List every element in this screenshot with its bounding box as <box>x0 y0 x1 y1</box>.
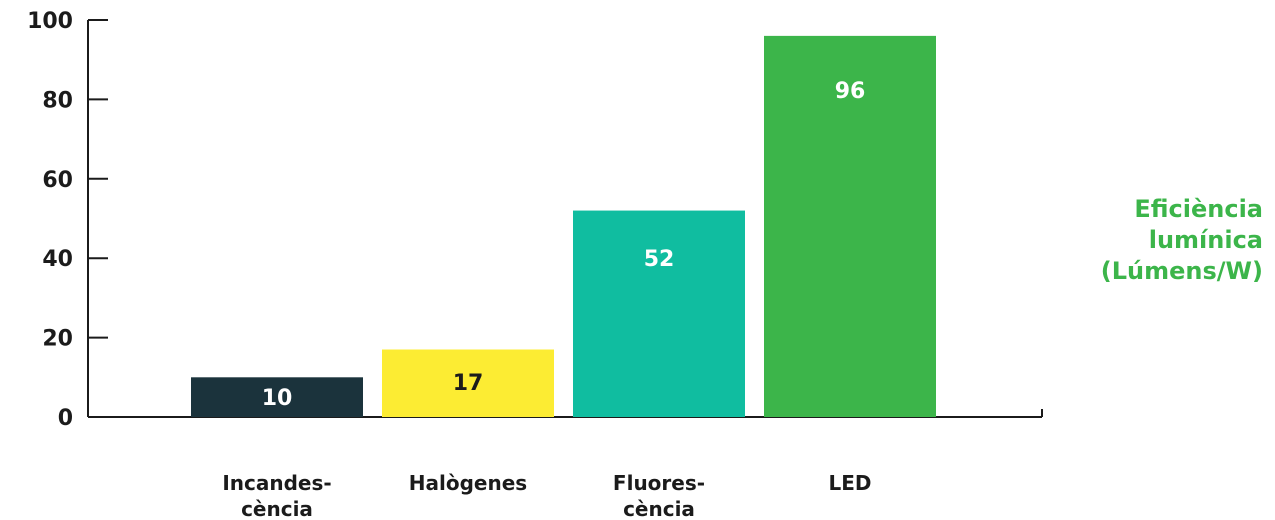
x-tick-label: Halògenes <box>409 471 527 495</box>
y-tick-label: 80 <box>42 88 73 113</box>
y-tick: 60 <box>42 168 108 193</box>
x-tick-label-line: Fluores- <box>613 471 705 495</box>
x-tick: Incandes-cència <box>222 471 331 520</box>
y-tick: 80 <box>42 88 108 113</box>
y-tick-label: 0 <box>58 406 73 431</box>
data-label: 17 <box>453 371 484 396</box>
data-label: 52 <box>644 247 675 272</box>
y-axis-label: Eficiència lumínica (Lúmens/W) <box>1100 195 1263 285</box>
x-tick: Halògenes <box>409 471 527 495</box>
x-tick: LED <box>828 471 871 495</box>
x-tick-label-line: Halògenes <box>409 471 527 495</box>
y-tick-label: 40 <box>42 247 73 272</box>
y-tick: 0 <box>58 406 108 431</box>
y-tick: 20 <box>42 327 108 352</box>
x-ticks: Incandes-cència Halògenes Fluores-cència LE… <box>222 471 871 520</box>
x-tick: Fluores-cència <box>613 471 705 520</box>
data-label: 96 <box>835 79 866 104</box>
x-tick-label-line: Incandes- <box>222 471 331 495</box>
y-ticks: 0 20 40 60 80 100 <box>27 9 108 431</box>
x-tick-label: Fluores-cència <box>613 471 705 520</box>
y-tick: 40 <box>42 247 108 272</box>
x-tick-label-line: LED <box>828 471 871 495</box>
bar <box>191 377 363 417</box>
value-labels: 10 17 52 96 <box>262 79 866 411</box>
y-tick-label: 20 <box>42 327 73 352</box>
y-tick: 100 <box>27 9 108 34</box>
x-tick-label-line: cència <box>241 497 313 520</box>
bar <box>382 349 554 417</box>
data-label: 10 <box>262 386 293 411</box>
bar <box>764 35 936 417</box>
bar <box>573 210 745 417</box>
x-tick-label: Incandes-cència <box>222 471 331 520</box>
bars <box>191 35 936 417</box>
y-tick-label: 100 <box>27 9 73 34</box>
x-tick-label: LED <box>828 471 871 495</box>
y-tick-label: 60 <box>42 168 73 193</box>
x-tick-label-line: cència <box>623 497 695 520</box>
